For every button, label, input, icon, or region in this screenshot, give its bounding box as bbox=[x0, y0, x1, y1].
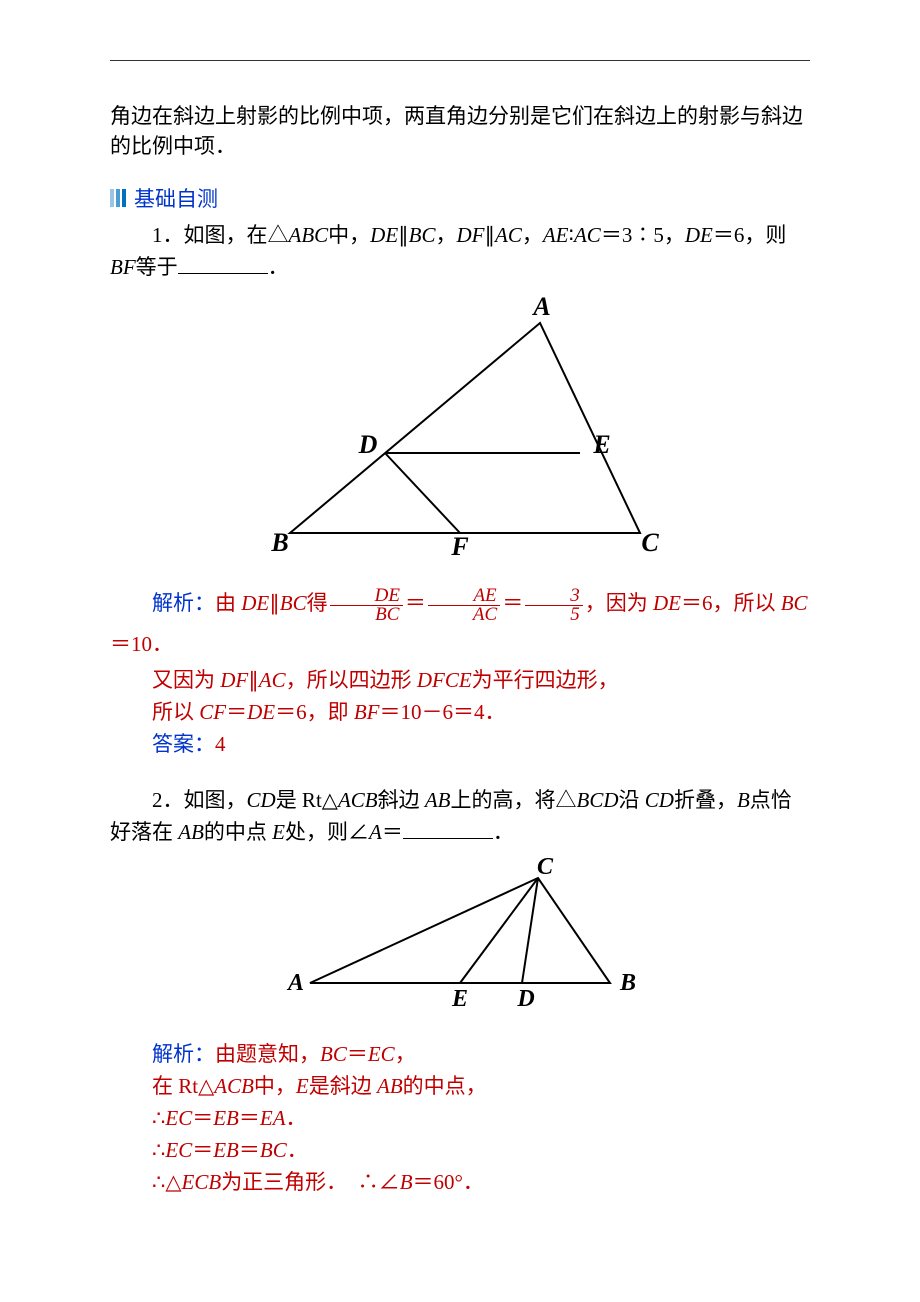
fig1-C: C bbox=[641, 528, 659, 557]
q2-number: 2． bbox=[152, 788, 184, 812]
fig1-E: E bbox=[592, 430, 610, 459]
spacer bbox=[110, 760, 810, 784]
q2-solution-line4: ∴EC＝EB＝BC． bbox=[110, 1134, 810, 1166]
fig2-E: E bbox=[451, 986, 468, 1012]
answer-label: 答案： bbox=[152, 732, 215, 756]
solution-label-2: 解析： bbox=[152, 1042, 215, 1066]
q2-stem: 2．如图，CD是 Rt△ACB斜边 AB上的高，将△BCD沿 CD折叠，B点恰好… bbox=[110, 784, 810, 848]
q1-figure: A B C D E F bbox=[240, 293, 680, 563]
q2-solution-line2: 在 Rt△ACB中，E是斜边 AB的中点， bbox=[110, 1070, 810, 1102]
top-rule bbox=[110, 60, 810, 61]
fig1-B: B bbox=[270, 528, 288, 557]
q2-solution-line5: ∴△ECB为正三角形． ∴∠B＝60°． bbox=[110, 1166, 810, 1198]
q1-stem: 1．如图，在△ABC中，DE∥BC，DF∥AC，AE∶AC＝3∶5，DE＝6，则… bbox=[110, 219, 810, 283]
q2-blank bbox=[403, 819, 493, 839]
fig2-A: A bbox=[286, 970, 304, 996]
fig1-F: F bbox=[450, 532, 468, 561]
fig2-D: D bbox=[516, 986, 534, 1012]
q1-solution-line1: 解析：由 DE∥BC得DEBC＝AEAC＝35，因为 DE＝6，所以 BC＝10… bbox=[110, 583, 810, 664]
q1-answer-value: 4 bbox=[215, 732, 226, 756]
q1-blank bbox=[178, 254, 268, 274]
section-heading: 基础自测 bbox=[110, 183, 810, 213]
fig1-D: D bbox=[358, 430, 378, 459]
fig1-A: A bbox=[531, 293, 550, 321]
q1-solution-line2: 又因为 DF∥AC，所以四边形 DFCE为平行四边形， bbox=[110, 664, 810, 696]
fig2-B: B bbox=[619, 970, 636, 996]
bars-icon bbox=[110, 189, 128, 207]
q2-figure: C A B E D bbox=[270, 858, 650, 1018]
q2-solution-line3: ∴EC＝EB＝EA． bbox=[110, 1102, 810, 1134]
intro-paragraph: 角边在斜边上射影的比例中项，两直角边分别是它们在斜边上的射影与斜边的比例中项． bbox=[110, 101, 810, 161]
page: 角边在斜边上射影的比例中项，两直角边分别是它们在斜边上的射影与斜边的比例中项． … bbox=[0, 0, 920, 1302]
q1-tri: ABC bbox=[289, 223, 329, 247]
q1-text: 如图，在△ bbox=[184, 223, 289, 247]
solution-label: 解析： bbox=[152, 591, 215, 615]
section-heading-text: 基础自测 bbox=[134, 183, 218, 213]
q1-number: 1． bbox=[152, 223, 184, 247]
q2-solution-line1: 解析：由题意知，BC＝EC， bbox=[110, 1038, 810, 1070]
q1-solution-line3: 所以 CF＝DE＝6，即 BF＝10－6＝4． bbox=[110, 696, 810, 728]
q1-answer: 答案：4 bbox=[110, 728, 810, 760]
fig2-C: C bbox=[537, 858, 554, 880]
